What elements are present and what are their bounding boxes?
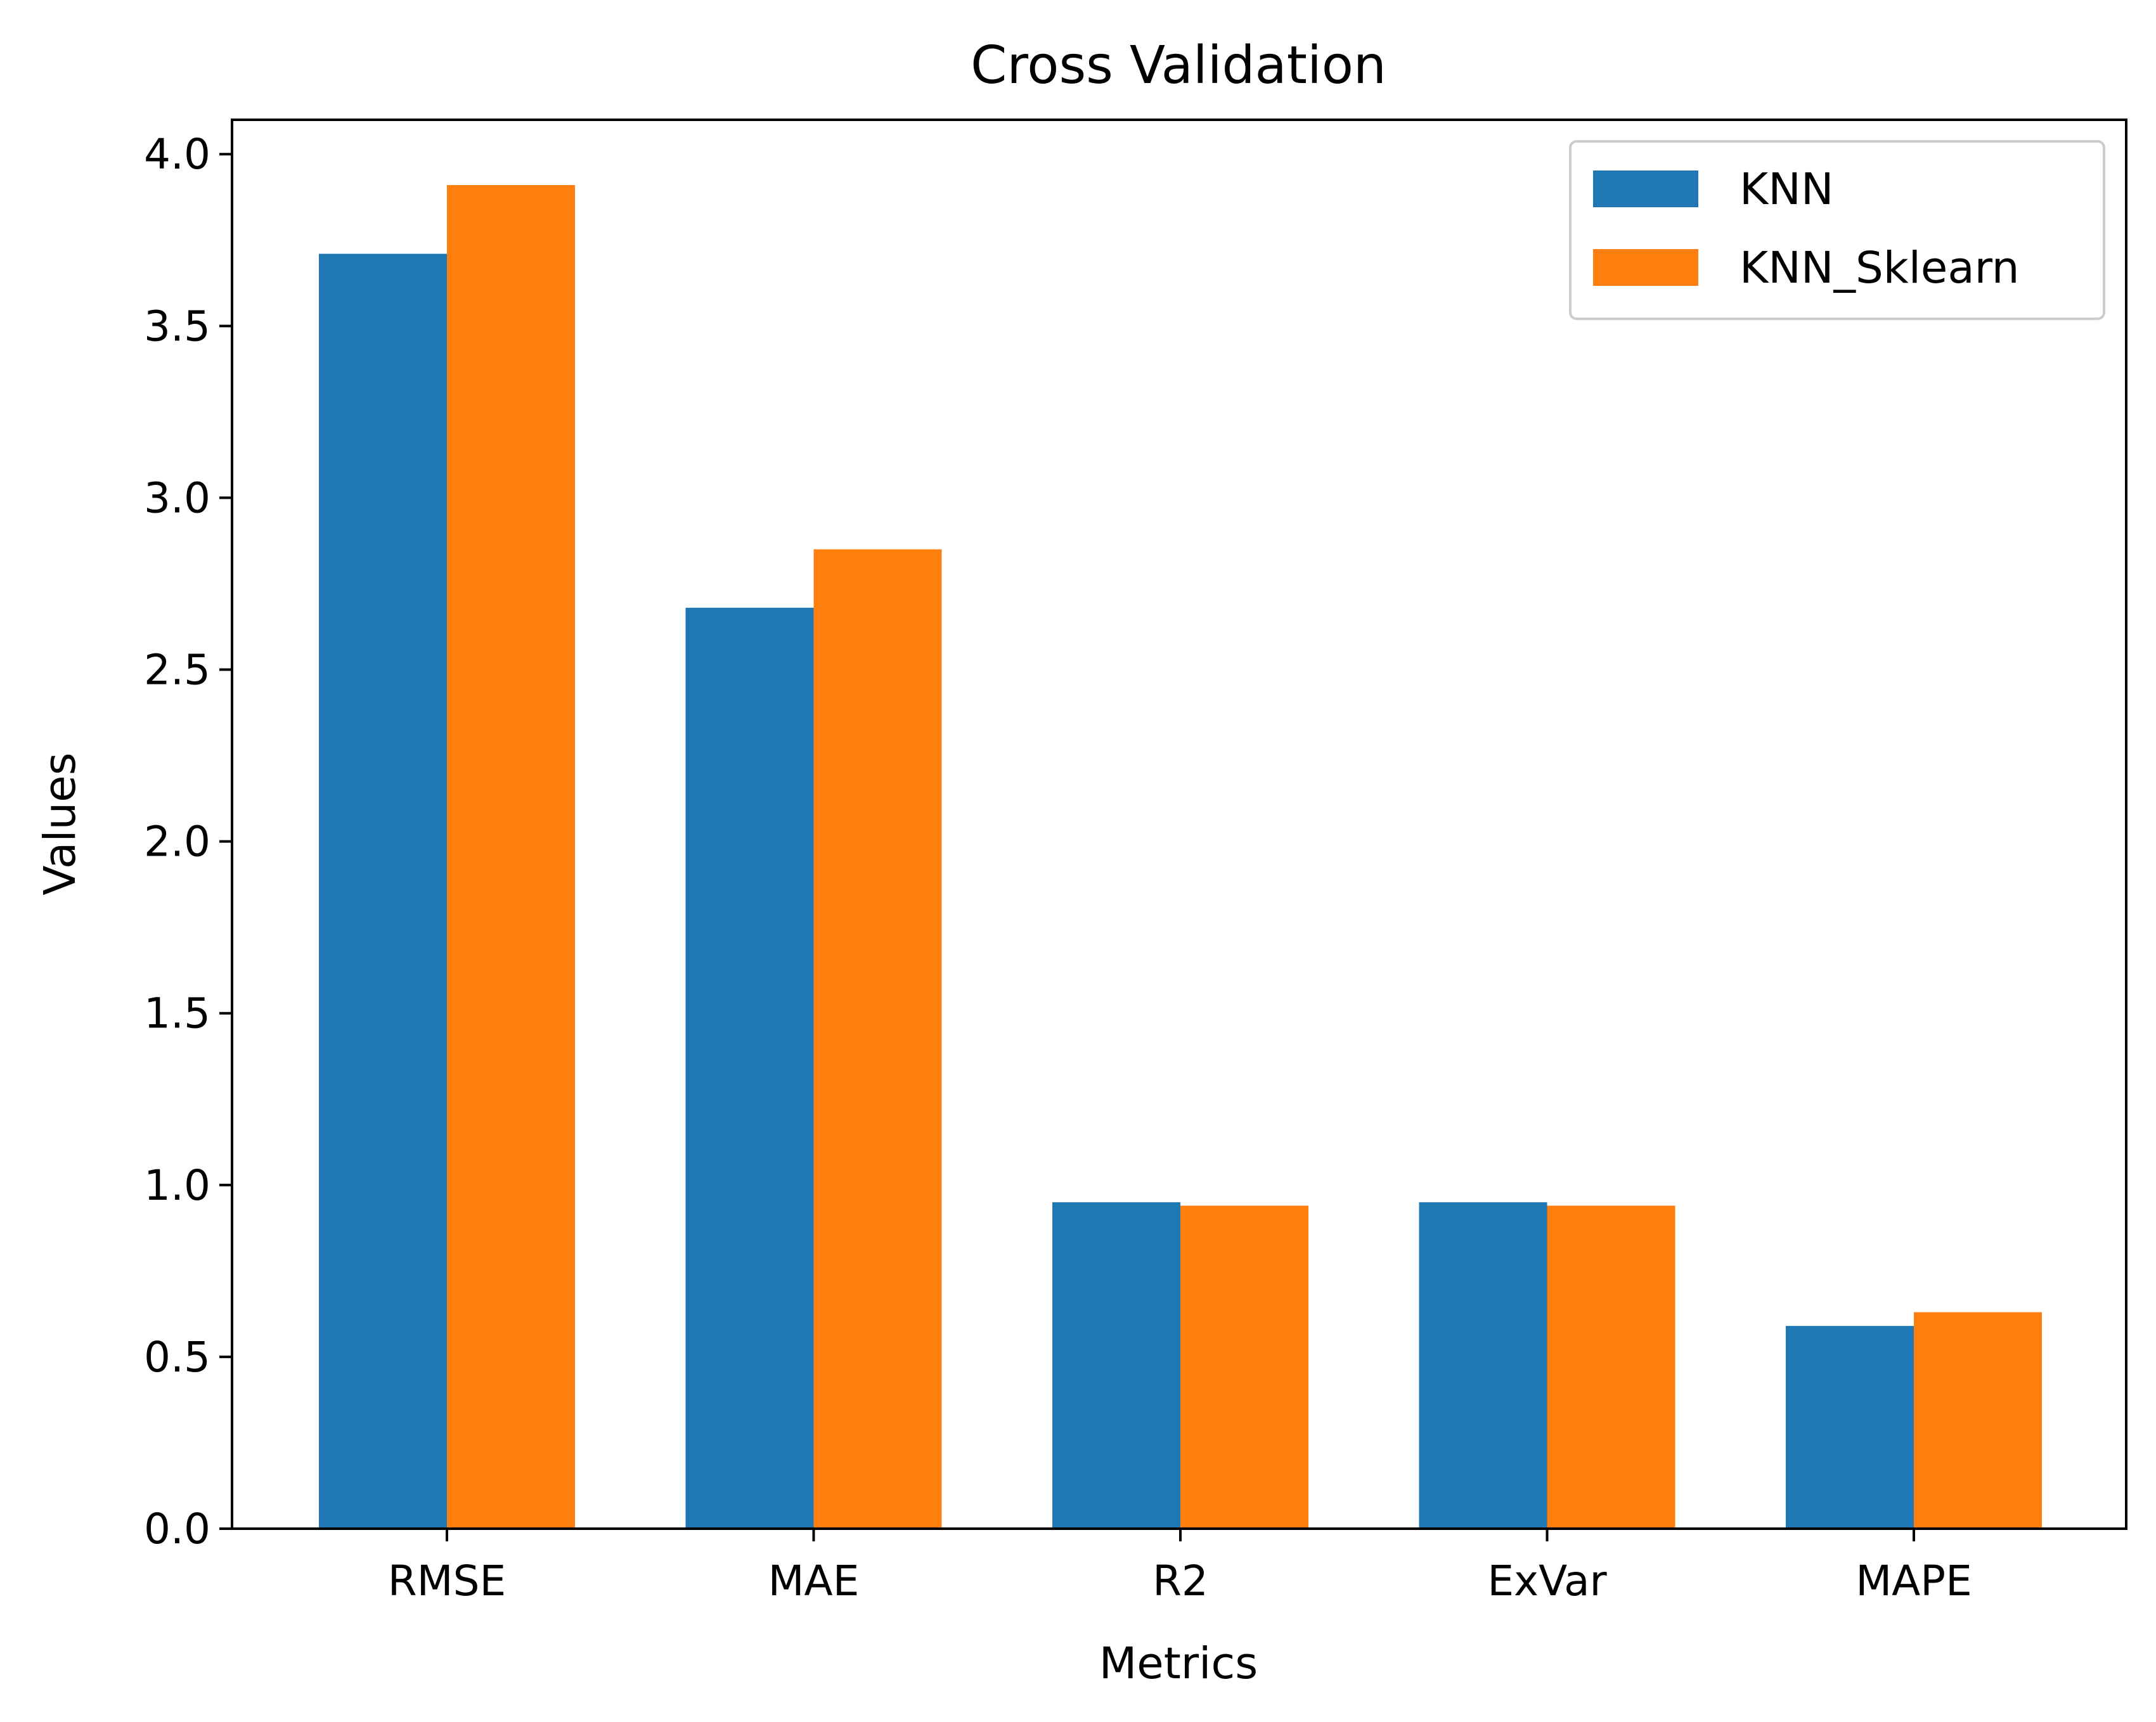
bar-knn-mae: [685, 607, 814, 1529]
bar-knn-rmse: [319, 254, 447, 1529]
y-tick-label: 0.0: [144, 1505, 210, 1553]
y-axis-ticks: 0.0 0.5 1.0 1.5 2.0 2.5 3.0 3.5 4.0: [144, 130, 232, 1553]
x-tick-label-r2: R2: [1152, 1557, 1208, 1605]
x-tick-label-exvar: ExVar: [1487, 1557, 1607, 1605]
bar-knn-sklearn-r2: [1180, 1205, 1308, 1529]
y-tick-label: 2.0: [144, 818, 210, 866]
bar-knn-sklearn-mape: [1914, 1312, 2042, 1529]
x-axis-label: Metrics: [1099, 1638, 1258, 1689]
x-axis-ticks: RMSE MAE R2 ExVar MAPE: [388, 1529, 1972, 1605]
x-tick-label-mape: MAPE: [1856, 1557, 1972, 1605]
legend-box: [1569, 140, 2105, 320]
legend: KNN KNN_Sklearn: [1569, 140, 2105, 320]
chart-title: Cross Validation: [971, 35, 1386, 96]
bar-knn-r2: [1052, 1202, 1180, 1529]
y-tick-label: 4.0: [144, 130, 210, 179]
legend-swatch-knn: [1593, 170, 1698, 207]
bar-knn-exvar: [1419, 1202, 1547, 1529]
legend-label-knn-sklearn: KNN_Sklearn: [1740, 243, 2020, 293]
y-tick-label: 3.0: [144, 473, 210, 522]
bar-knn-sklearn-exvar: [1547, 1205, 1675, 1529]
x-tick-label-rmse: RMSE: [388, 1557, 506, 1605]
y-tick-label: 1.5: [144, 989, 210, 1038]
bar-knn-sklearn-mae: [813, 549, 942, 1529]
y-tick-label: 1.0: [144, 1161, 210, 1210]
bar-knn-mape: [1786, 1326, 1914, 1529]
y-tick-label: 0.5: [144, 1333, 210, 1382]
x-tick-label-mae: MAE: [768, 1557, 860, 1605]
y-axis-label: Values: [35, 752, 86, 895]
bar-knn-sklearn-rmse: [447, 185, 575, 1529]
y-tick-label: 2.5: [144, 646, 210, 695]
y-tick-label: 3.5: [144, 302, 210, 350]
legend-swatch-knn-sklearn: [1593, 249, 1698, 286]
legend-label-knn: KNN: [1740, 164, 1833, 215]
bars-group: [319, 185, 2042, 1529]
plot-area-frame: [231, 119, 2127, 1530]
